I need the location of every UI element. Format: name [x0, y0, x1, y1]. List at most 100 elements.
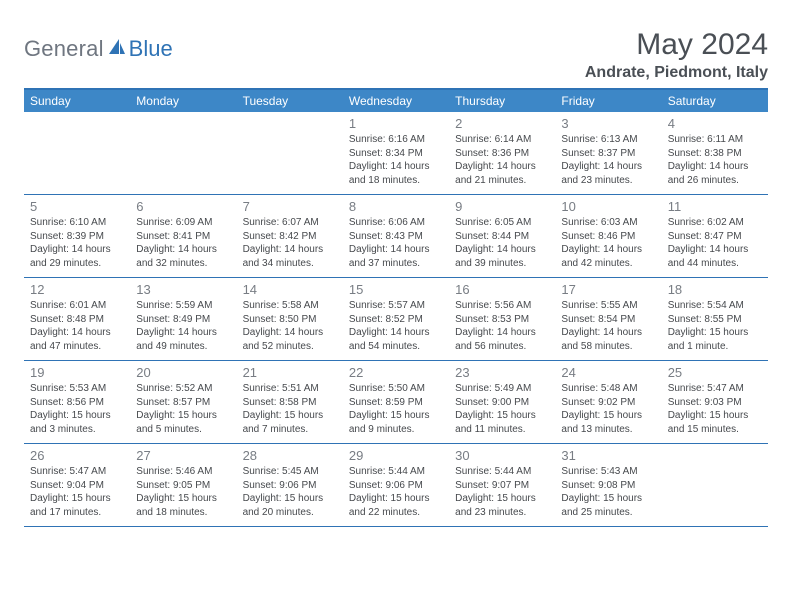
- day-cell: 26Sunrise: 5:47 AMSunset: 9:04 PMDayligh…: [24, 444, 130, 526]
- week-row: 26Sunrise: 5:47 AMSunset: 9:04 PMDayligh…: [24, 444, 768, 527]
- sunrise-text: Sunrise: 5:46 AM: [136, 465, 230, 479]
- day-info: Sunrise: 5:55 AMSunset: 8:54 PMDaylight:…: [561, 299, 655, 353]
- sunrise-text: Sunrise: 5:53 AM: [30, 382, 124, 396]
- day-info: Sunrise: 5:49 AMSunset: 9:00 PMDaylight:…: [455, 382, 549, 436]
- day-info: Sunrise: 5:51 AMSunset: 8:58 PMDaylight:…: [243, 382, 337, 436]
- daylight-text: Daylight: 14 hours and 21 minutes.: [455, 160, 549, 187]
- day-number: 15: [349, 282, 443, 297]
- day-number: 7: [243, 199, 337, 214]
- daylight-text: Daylight: 14 hours and 56 minutes.: [455, 326, 549, 353]
- day-cell: [237, 112, 343, 194]
- week-row: 12Sunrise: 6:01 AMSunset: 8:48 PMDayligh…: [24, 278, 768, 361]
- daylight-text: Daylight: 14 hours and 39 minutes.: [455, 243, 549, 270]
- day-info: Sunrise: 6:03 AMSunset: 8:46 PMDaylight:…: [561, 216, 655, 270]
- day-cell: 9 Sunrise: 6:05 AMSunset: 8:44 PMDaylight…: [449, 195, 555, 277]
- day-header-fri: Friday: [555, 90, 661, 112]
- sunset-text: Sunset: 8:49 PM: [136, 313, 230, 327]
- day-cell: 29Sunrise: 5:44 AMSunset: 9:06 PMDayligh…: [343, 444, 449, 526]
- daylight-text: Daylight: 14 hours and 49 minutes.: [136, 326, 230, 353]
- week-row: 1Sunrise: 6:16 AMSunset: 8:34 PMDaylight…: [24, 112, 768, 195]
- day-info: Sunrise: 5:59 AMSunset: 8:49 PMDaylight:…: [136, 299, 230, 353]
- day-cell: 23 Sunrise: 5:49 AMSunset: 9:00 PMDayligh…: [449, 361, 555, 443]
- day-cell: 24Sunrise: 5:48 AMSunset: 9:02 PMDayligh…: [555, 361, 661, 443]
- day-info: Sunrise: 6:05 AMSunset: 8:44 PMDaylight:…: [455, 216, 549, 270]
- day-cell: 8Sunrise: 6:06 AMSunset: 8:43 PMDaylight…: [343, 195, 449, 277]
- day-cell: 6Sunrise: 6:09 AMSunset: 8:41 PMDaylight…: [130, 195, 236, 277]
- day-number: 14: [243, 282, 337, 297]
- sunset-text: Sunset: 8:43 PM: [349, 230, 443, 244]
- daylight-text: Daylight: 15 hours and 7 minutes.: [243, 409, 337, 436]
- day-info: Sunrise: 6:11 AMSunset: 8:38 PMDaylight:…: [668, 133, 762, 187]
- day-info: Sunrise: 5:54 AMSunset: 8:55 PMDaylight:…: [668, 299, 762, 353]
- day-info: Sunrise: 5:47 AMSunset: 9:04 PMDaylight:…: [30, 465, 124, 519]
- day-number: 1: [349, 116, 443, 131]
- sunset-text: Sunset: 8:44 PM: [455, 230, 549, 244]
- day-info: Sunrise: 5:58 AMSunset: 8:50 PMDaylight:…: [243, 299, 337, 353]
- sunset-text: Sunset: 8:42 PM: [243, 230, 337, 244]
- day-cell: 30Sunrise: 5:44 AMSunset: 9:07 PMDayligh…: [449, 444, 555, 526]
- daylight-text: Daylight: 15 hours and 3 minutes.: [30, 409, 124, 436]
- day-info: Sunrise: 5:53 AMSunset: 8:56 PMDaylight:…: [30, 382, 124, 436]
- calendar-body: 1Sunrise: 6:16 AMSunset: 8:34 PMDaylight…: [24, 112, 768, 527]
- day-header-sat: Saturday: [662, 90, 768, 112]
- day-number: 23: [455, 365, 549, 380]
- sunrise-text: Sunrise: 5:54 AM: [668, 299, 762, 313]
- daylight-text: Daylight: 15 hours and 5 minutes.: [136, 409, 230, 436]
- day-info: Sunrise: 5:43 AMSunset: 9:08 PMDaylight:…: [561, 465, 655, 519]
- day-cell: 17Sunrise: 5:55 AMSunset: 8:54 PMDayligh…: [555, 278, 661, 360]
- day-info: Sunrise: 5:47 AMSunset: 9:03 PMDaylight:…: [668, 382, 762, 436]
- sunset-text: Sunset: 8:39 PM: [30, 230, 124, 244]
- day-info: Sunrise: 5:44 AMSunset: 9:07 PMDaylight:…: [455, 465, 549, 519]
- sunrise-text: Sunrise: 5:47 AM: [30, 465, 124, 479]
- day-number: 9: [455, 199, 549, 214]
- day-number: 5: [30, 199, 124, 214]
- daylight-text: Daylight: 15 hours and 17 minutes.: [30, 492, 124, 519]
- day-cell: 31Sunrise: 5:43 AMSunset: 9:08 PMDayligh…: [555, 444, 661, 526]
- day-info: Sunrise: 6:06 AMSunset: 8:43 PMDaylight:…: [349, 216, 443, 270]
- daylight-text: Daylight: 15 hours and 9 minutes.: [349, 409, 443, 436]
- day-header-tue: Tuesday: [237, 90, 343, 112]
- day-number: 19: [30, 365, 124, 380]
- day-cell: 5Sunrise: 6:10 AMSunset: 8:39 PMDaylight…: [24, 195, 130, 277]
- day-info: Sunrise: 5:52 AMSunset: 8:57 PMDaylight:…: [136, 382, 230, 436]
- day-info: Sunrise: 6:07 AMSunset: 8:42 PMDaylight:…: [243, 216, 337, 270]
- sunset-text: Sunset: 8:46 PM: [561, 230, 655, 244]
- day-cell: 1Sunrise: 6:16 AMSunset: 8:34 PMDaylight…: [343, 112, 449, 194]
- day-number: 3: [561, 116, 655, 131]
- daylight-text: Daylight: 14 hours and 37 minutes.: [349, 243, 443, 270]
- daylight-text: Daylight: 15 hours and 23 minutes.: [455, 492, 549, 519]
- day-cell: 22Sunrise: 5:50 AMSunset: 8:59 PMDayligh…: [343, 361, 449, 443]
- day-info: Sunrise: 5:46 AMSunset: 9:05 PMDaylight:…: [136, 465, 230, 519]
- sunset-text: Sunset: 8:48 PM: [30, 313, 124, 327]
- header: General Blue May 2024 Andrate, Piedmont,…: [24, 28, 768, 82]
- day-cell: 7 Sunrise: 6:07 AMSunset: 8:42 PMDaylight…: [237, 195, 343, 277]
- calendar-page: General Blue May 2024 Andrate, Piedmont,…: [0, 0, 792, 527]
- sunrise-text: Sunrise: 5:50 AM: [349, 382, 443, 396]
- day-number: 28: [243, 448, 337, 463]
- location: Andrate, Piedmont, Italy: [585, 64, 768, 82]
- daylight-text: Daylight: 14 hours and 58 minutes.: [561, 326, 655, 353]
- day-cell: 18Sunrise: 5:54 AMSunset: 8:55 PMDayligh…: [662, 278, 768, 360]
- sunrise-text: Sunrise: 5:48 AM: [561, 382, 655, 396]
- sunset-text: Sunset: 8:59 PM: [349, 396, 443, 410]
- day-info: Sunrise: 6:01 AMSunset: 8:48 PMDaylight:…: [30, 299, 124, 353]
- day-header-mon: Monday: [130, 90, 236, 112]
- sunset-text: Sunset: 9:02 PM: [561, 396, 655, 410]
- sunrise-text: Sunrise: 6:03 AM: [561, 216, 655, 230]
- day-info: Sunrise: 5:44 AMSunset: 9:06 PMDaylight:…: [349, 465, 443, 519]
- daylight-text: Daylight: 14 hours and 26 minutes.: [668, 160, 762, 187]
- sunrise-text: Sunrise: 5:55 AM: [561, 299, 655, 313]
- day-cell: 27Sunrise: 5:46 AMSunset: 9:05 PMDayligh…: [130, 444, 236, 526]
- day-cell: 28Sunrise: 5:45 AMSunset: 9:06 PMDayligh…: [237, 444, 343, 526]
- daylight-text: Daylight: 15 hours and 22 minutes.: [349, 492, 443, 519]
- day-header-row: Sunday Monday Tuesday Wednesday Thursday…: [24, 90, 768, 112]
- day-cell: 16Sunrise: 5:56 AMSunset: 8:53 PMDayligh…: [449, 278, 555, 360]
- sunset-text: Sunset: 9:05 PM: [136, 479, 230, 493]
- sunrise-text: Sunrise: 6:06 AM: [349, 216, 443, 230]
- sunrise-text: Sunrise: 5:47 AM: [668, 382, 762, 396]
- day-number: 2: [455, 116, 549, 131]
- sunrise-text: Sunrise: 6:16 AM: [349, 133, 443, 147]
- sunset-text: Sunset: 8:47 PM: [668, 230, 762, 244]
- week-row: 19 Sunrise: 5:53 AMSunset: 8:56 PMDayligh…: [24, 361, 768, 444]
- sunrise-text: Sunrise: 5:45 AM: [243, 465, 337, 479]
